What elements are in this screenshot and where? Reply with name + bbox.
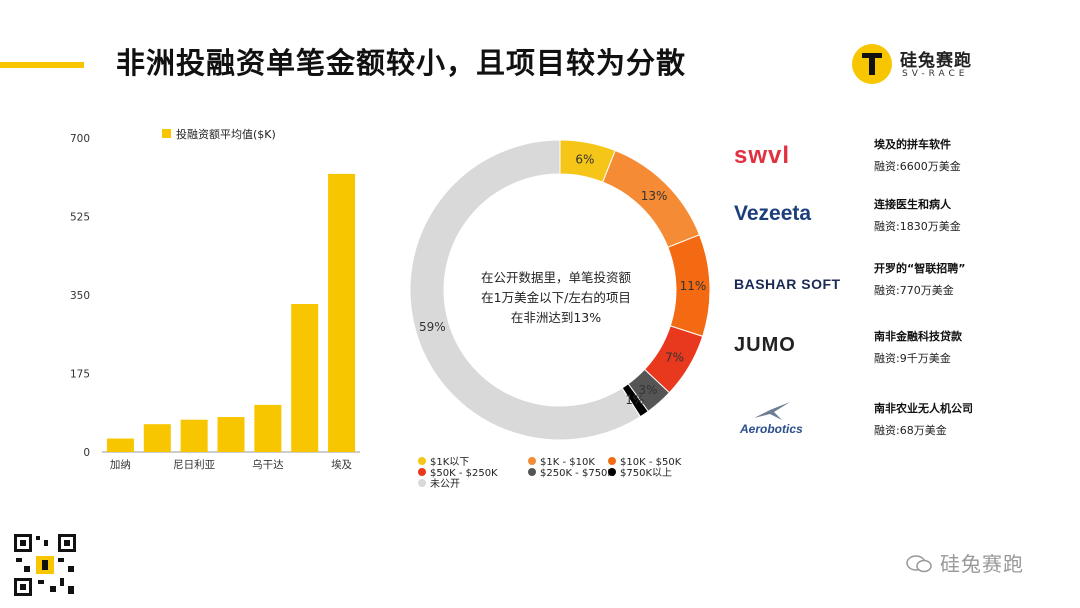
legend-swatch (608, 457, 616, 465)
donut-center-line-1: 在公开数据里，单笔投资额 (481, 270, 632, 285)
x-tick-label: 加纳 (110, 458, 131, 471)
qr-code-icon[interactable] (12, 532, 78, 598)
company-funding: 融资:9千万美金 (874, 352, 951, 365)
legend-label: $750K以上 (620, 467, 672, 479)
rabbit-logo-icon (852, 44, 892, 84)
bar (291, 303, 319, 452)
donut-center-line-2: 在1万美金以下/左右的项目 (481, 290, 631, 305)
aerobotics-bird-icon (754, 402, 790, 420)
brand-name-cn: 硅兔赛跑 (900, 51, 972, 71)
legend-swatch (418, 457, 426, 465)
legend-label: $1K - $10K (540, 457, 595, 468)
watermark-text: 硅兔赛跑 (940, 552, 1024, 576)
bar-chart: 0 175 350 525 700 加纳 尼日利亚 乌干达 埃及 投融资额平均值($K) (70, 127, 360, 471)
donut-slice-label: 11% (680, 279, 707, 293)
company-vezeeta: Vezeeta 连接医生和病人 融资:1830万美金 (730, 196, 1060, 252)
company-desc: 南非金融科技贷款 (874, 330, 962, 343)
donut-slice-label: 7% (665, 351, 684, 365)
donut-slice-label: 13% (641, 189, 668, 203)
bar (254, 404, 282, 452)
donut-slice-label: 1% (625, 393, 644, 407)
y-tick-label: 350 (70, 290, 90, 302)
company-funding: 融资:6600万美金 (874, 160, 961, 173)
jumo-logo: JUMO (734, 334, 796, 356)
legend-label: $1K以下 (430, 457, 469, 468)
vezeeta-logo: Vezeeta (734, 202, 812, 225)
x-tick-label: 尼日利亚 (173, 459, 215, 471)
donut-center-line-3: 在非洲达到13% (511, 310, 601, 325)
bar (143, 424, 171, 452)
bashar-soft-logo: BASHAR SOFT (734, 276, 841, 292)
legend-swatch (608, 468, 616, 476)
company-jumo: JUMO 南非金融科技贷款 融资:9千万美金 (730, 328, 1060, 384)
brand-logo: 硅兔赛跑 SV-RACE (852, 44, 992, 88)
company-funding: 融资:770万美金 (874, 284, 954, 297)
company-swvl: swvl 埃及的拼车软件 融资:6600万美金 (730, 136, 1060, 192)
y-tick-label: 700 (70, 133, 90, 145)
donut-slice-label: 3% (638, 383, 657, 397)
donut-slice (409, 139, 642, 441)
company-funding: 融资:68万美金 (874, 424, 947, 437)
company-aerobotics: Aerobotics 南非农业无人机公司 融资:68万美金 (730, 400, 1060, 456)
company-desc: 南非农业无人机公司 (874, 402, 973, 415)
company-desc: 连接医生和病人 (874, 198, 951, 211)
bar-legend-label: 投融资额平均值($K) (176, 127, 276, 141)
legend-label: $10K - $50K (620, 457, 682, 468)
donut-legend: $1K以下 $1K - $10K $10K - $50K $50K - $250K $2… (418, 457, 682, 490)
y-tick-label: 0 (83, 447, 90, 459)
swvl-logo: swvl (734, 142, 791, 169)
donut-slice-label: 59% (419, 320, 446, 334)
legend-swatch (418, 479, 426, 487)
company-funding: 融资:1830万美金 (874, 220, 961, 233)
page-title: 非洲投融资单笔金额较小，且项目较为分散 (116, 46, 687, 80)
bar (217, 417, 245, 452)
donut-slice-label: 6% (575, 152, 594, 166)
legend-swatch (418, 468, 426, 476)
bar (328, 173, 356, 452)
legend-label: 未公开 (430, 478, 460, 490)
legend-label: $250K - $750K (540, 468, 614, 479)
bar (106, 438, 134, 452)
bar-legend-swatch (162, 129, 171, 138)
x-tick-label: 乌干达 (252, 458, 284, 471)
company-bashar-soft: BASHAR SOFT 开罗的“智联招聘” 融资:770万美金 (730, 260, 1060, 316)
brand-name-en: SV-RACE (902, 69, 969, 79)
legend-label: $50K - $250K (430, 468, 498, 479)
company-desc: 开罗的“智联招聘” (874, 262, 966, 275)
y-tick-label: 525 (70, 212, 90, 224)
y-tick-label: 175 (70, 369, 90, 381)
title-accent-line (0, 62, 84, 68)
company-desc: 埃及的拼车软件 (874, 138, 951, 151)
wechat-icon (906, 555, 932, 573)
x-tick-label: 埃及 (331, 458, 352, 471)
bar (180, 419, 208, 452)
donut-chart: 6% 13% 11% 7% 3%1% 59% 在公开数据里，单笔投资额 在1万美金以下/左… (409, 139, 711, 441)
legend-swatch (528, 457, 536, 465)
aerobotics-logo: Aerobotics (740, 422, 803, 436)
legend-swatch (528, 468, 536, 476)
